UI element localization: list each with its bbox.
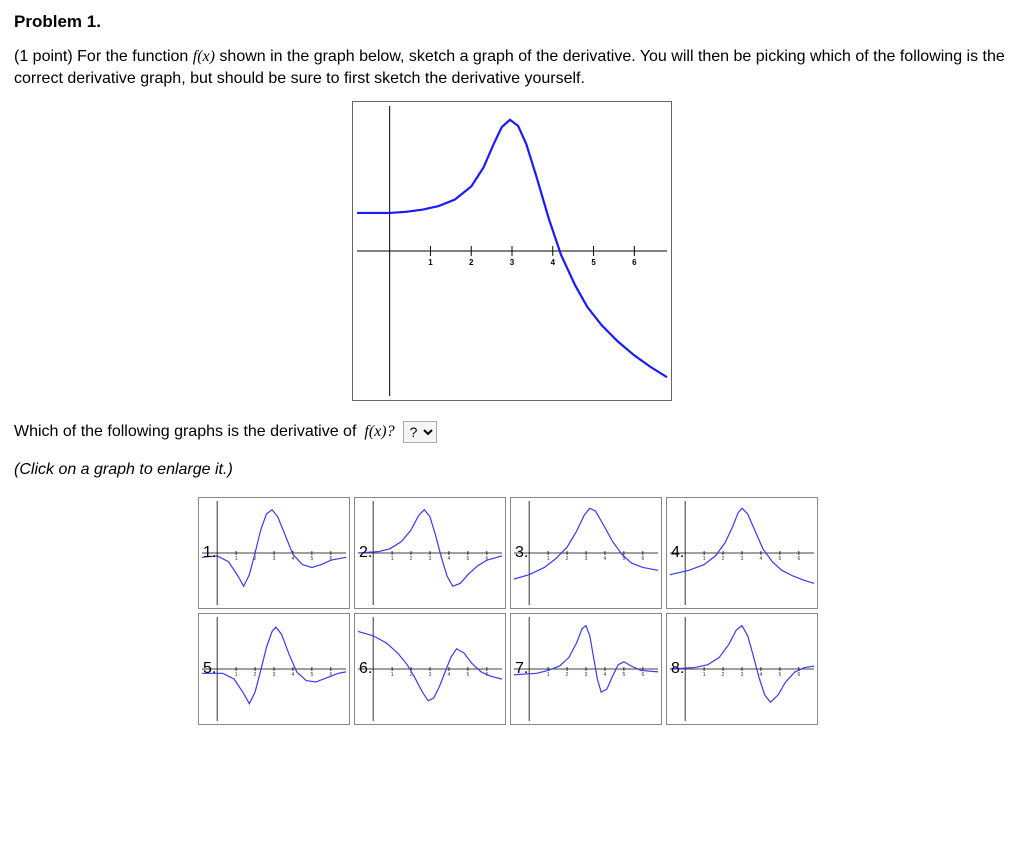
svg-text:2: 2 xyxy=(254,672,257,678)
thumb-graph-4: 1 2 3 4 5 6 xyxy=(667,498,817,608)
text-prefix: (1 point) For the function xyxy=(14,48,193,65)
svg-text:3: 3 xyxy=(510,258,515,267)
svg-text:3: 3 xyxy=(273,556,276,562)
thumb-graph-5: 123456 xyxy=(199,614,349,724)
svg-text:2: 2 xyxy=(469,258,474,267)
svg-text:3: 3 xyxy=(585,556,588,562)
svg-text:4: 4 xyxy=(604,556,607,562)
main-graph: 1 2 3 4 5 6 xyxy=(352,101,672,401)
thumb-cell-4[interactable]: 4. 1 2 3 4 5 6 xyxy=(666,497,818,609)
main-graph-container: 1 2 3 4 5 6 xyxy=(14,101,1010,401)
question-fx: f(x)? xyxy=(364,423,394,441)
thumb-cell-6[interactable]: 6.123456 xyxy=(354,613,506,725)
thumb-label: 3. xyxy=(515,544,528,562)
svg-text:2: 2 xyxy=(410,556,413,562)
question-prefix: Which of the following graphs is the der… xyxy=(14,423,356,441)
svg-text:1: 1 xyxy=(391,556,394,562)
svg-text:4: 4 xyxy=(448,672,451,678)
thumb-label: 4. xyxy=(671,544,684,562)
thumb-label: 7. xyxy=(515,660,528,678)
problem-text: (1 point) For the function f(x) shown in… xyxy=(14,46,1010,89)
thumb-cell-3[interactable]: 3.123456 xyxy=(510,497,662,609)
thumb-graph-1: 123456 xyxy=(199,498,349,608)
svg-text:6: 6 xyxy=(797,556,800,562)
thumb-cell-1[interactable]: 1.123456 xyxy=(198,497,350,609)
svg-text:6: 6 xyxy=(632,258,637,267)
thumbnail-grid: 1. 1 2 3 4 5 6 2. 1 2 3 4 5 6 3. 1 2 3 4 5 6 4. 1 2 3 4 5 6 5. 1 2… xyxy=(194,493,822,729)
thumb-graph-3: 123456 xyxy=(511,498,661,608)
svg-text:5: 5 xyxy=(623,672,626,678)
thumb-cell-5[interactable]: 5.123456 xyxy=(198,613,350,725)
svg-text:3: 3 xyxy=(273,672,276,678)
thumb-label: 6. xyxy=(359,660,372,678)
svg-text:2: 2 xyxy=(722,556,725,562)
svg-text:5: 5 xyxy=(779,556,782,562)
svg-text:3: 3 xyxy=(741,556,744,562)
thumb-label: 1. xyxy=(203,544,216,562)
svg-text:1: 1 xyxy=(547,672,550,678)
svg-text:1: 1 xyxy=(235,672,238,678)
svg-text:6: 6 xyxy=(641,556,644,562)
thumb-row-2: 5. 1 2 3 4 5 6 6. 1 2 3 4 5 6 7. 1 2 3 4 5 6 8. 1 2 3 4 5 6 xyxy=(198,613,818,725)
svg-text:3: 3 xyxy=(429,556,432,562)
svg-text:3: 3 xyxy=(429,672,432,678)
svg-text:1: 1 xyxy=(428,258,433,267)
svg-text:5: 5 xyxy=(779,672,782,678)
svg-text:5: 5 xyxy=(311,672,314,678)
svg-text:2: 2 xyxy=(566,556,569,562)
svg-text:6: 6 xyxy=(797,672,800,678)
svg-text:5: 5 xyxy=(311,556,314,562)
svg-text:1: 1 xyxy=(391,672,394,678)
thumb-label: 5. xyxy=(203,660,216,678)
thumb-graph-7: 1 2 3 4 5 6 xyxy=(511,614,661,724)
answer-select[interactable]: ? xyxy=(403,421,437,443)
question-line: Which of the following graphs is the der… xyxy=(14,421,1010,443)
thumb-cell-2[interactable]: 2.123456 xyxy=(354,497,506,609)
svg-text:6: 6 xyxy=(641,672,644,678)
thumb-label: 2. xyxy=(359,544,372,562)
thumb-graph-6: 123456 xyxy=(355,614,505,724)
svg-text:4: 4 xyxy=(448,556,451,562)
svg-text:4: 4 xyxy=(760,556,763,562)
thumb-row-1: 1.123456 2.123456 3.123456 4.123456 xyxy=(198,497,818,609)
svg-text:3: 3 xyxy=(585,672,588,678)
svg-text:4: 4 xyxy=(604,672,607,678)
svg-text:1: 1 xyxy=(547,556,550,562)
thumb-label: 8. xyxy=(671,660,684,678)
problem-title: Problem 1. xyxy=(14,12,1010,32)
thumb-cell-8[interactable]: 8. 1 2 3 4 5 6 xyxy=(666,613,818,725)
svg-text:1: 1 xyxy=(703,556,706,562)
thumb-graph-8: 1 2 3 4 5 6 xyxy=(667,614,817,724)
fx-expr: f(x) xyxy=(193,48,215,65)
svg-text:4: 4 xyxy=(551,258,556,267)
svg-text:5: 5 xyxy=(467,672,470,678)
thumb-graph-2: 123456 xyxy=(355,498,505,608)
svg-text:5: 5 xyxy=(467,556,470,562)
thumb-cell-7[interactable]: 7. 1 2 3 4 5 6 xyxy=(510,613,662,725)
svg-text:3: 3 xyxy=(741,672,744,678)
hint-text: (Click on a graph to enlarge it.) xyxy=(14,461,1010,479)
svg-text:4: 4 xyxy=(292,556,295,562)
svg-text:1: 1 xyxy=(703,672,706,678)
svg-text:4: 4 xyxy=(760,672,763,678)
svg-text:5: 5 xyxy=(591,258,596,267)
svg-text:2: 2 xyxy=(566,672,569,678)
svg-text:4: 4 xyxy=(292,672,295,678)
svg-text:2: 2 xyxy=(722,672,725,678)
svg-text:1: 1 xyxy=(235,556,238,562)
